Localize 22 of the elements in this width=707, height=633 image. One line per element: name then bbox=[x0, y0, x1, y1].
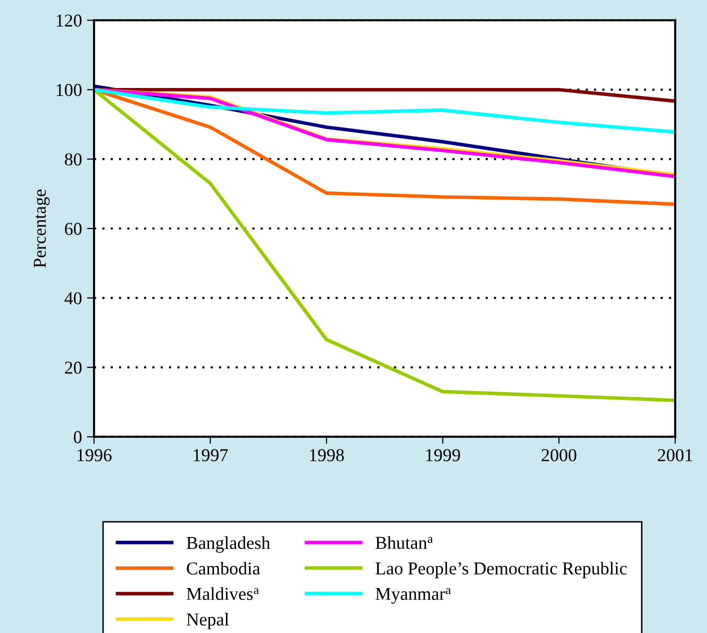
y-tick-label: 60 bbox=[64, 222, 82, 235]
y-axis-title: Percentage bbox=[34, 190, 50, 268]
legend-label: Maldives$^{a}$ bbox=[186, 587, 259, 600]
x-tick-label: 1997 bbox=[194, 449, 228, 462]
x-tick-label: 1998 bbox=[310, 449, 344, 462]
legend-label: Lao People’s Democratic Republic bbox=[376, 562, 627, 578]
x-tick-label: 1996 bbox=[78, 449, 112, 462]
legend-label: Cambodia bbox=[186, 562, 260, 575]
legend-label: Bangladesh bbox=[186, 536, 270, 553]
x-tick-label: 1999 bbox=[426, 449, 460, 462]
y-tick-label: 0 bbox=[74, 431, 82, 444]
y-tick-label: 100 bbox=[56, 84, 82, 96]
y-tick-label: 20 bbox=[64, 362, 82, 374]
y-tick-label: 120 bbox=[56, 14, 82, 27]
line-series bbox=[94, 88, 676, 134]
y-tick-label: 40 bbox=[64, 292, 82, 304]
y-tick-label: 80 bbox=[64, 153, 82, 166]
x-tick-label: 2000 bbox=[542, 449, 576, 462]
legend-label: Bhutan$^{a}$ bbox=[376, 536, 433, 549]
legend-label: Nepal bbox=[186, 612, 229, 630]
legend-label: Myanmar$^{a}$ bbox=[376, 588, 451, 604]
x-tick-label: 2001 bbox=[658, 449, 692, 462]
